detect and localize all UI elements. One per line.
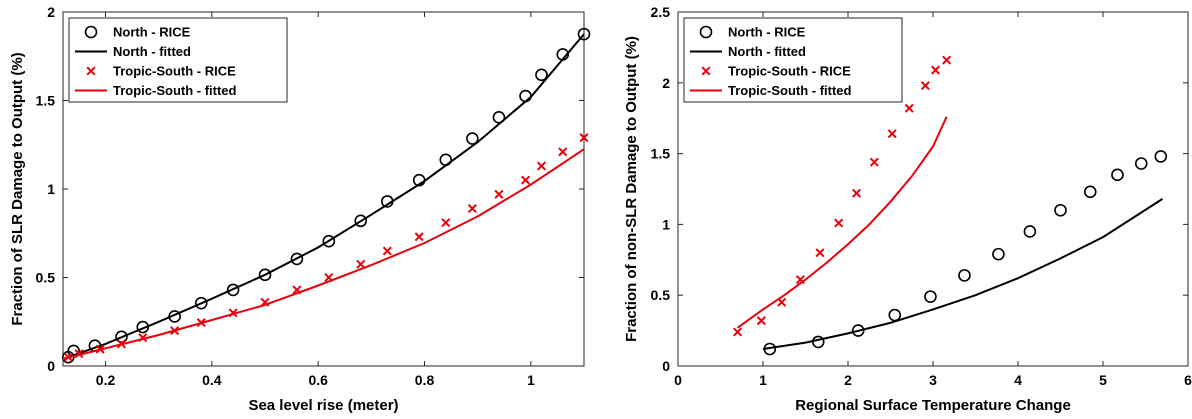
y-tick-label: 1.5 [36, 93, 56, 109]
data-point-tropic-south-rice [904, 103, 914, 113]
x-tick-label: 0.6 [308, 372, 328, 388]
y-axis-label: Fraction of SLR Damage to Output (%) [9, 52, 26, 325]
data-point-north-rice [322, 234, 336, 248]
data-point-tropic-south-rice [869, 157, 879, 167]
y-tick-label: 1 [662, 216, 670, 232]
chart-1: 0.2 0.4 0.6 0.8 1 0 0.5 1 1.5 2 Sea level rise (me… [9, 4, 591, 414]
y-tick-label: 2 [662, 75, 670, 91]
y-tick-label: 0 [662, 358, 670, 374]
data-point-north-rice [924, 290, 937, 303]
data-point-tropic-south-rice [815, 248, 825, 258]
x-tick-label: 4 [1014, 372, 1022, 388]
data-point-tropic-south-rice [441, 218, 451, 228]
y-tick-label: 2.5 [651, 4, 671, 20]
data-point-tropic-south-rice [931, 65, 941, 75]
data-point-tropic-south-rice [887, 129, 897, 139]
data-point-tropic-south-rice [732, 327, 743, 337]
x-tick-label: 0.8 [415, 372, 435, 388]
data-point-tropic-south-rice [756, 316, 766, 326]
data-point-tropic-south-rice [467, 203, 477, 213]
data-point-north-rice [1054, 203, 1067, 217]
data-point-north-rice [466, 132, 479, 145]
data-point-tropic-south-rice [494, 189, 504, 199]
data-point-north-rice [577, 27, 591, 41]
data-point-north-rice [535, 68, 548, 82]
y-tick-label: 0 [47, 358, 55, 374]
x-tick-label: 3 [929, 372, 937, 388]
legend-entry: Tropic-South - fitted [113, 83, 237, 98]
legend: North - RICE North - fitted Tropic-South -… [68, 17, 288, 103]
data-point-north-rice [851, 324, 865, 337]
data-point-tropic-south-rice [851, 188, 862, 198]
legend-entry: North - fitted [728, 44, 806, 59]
series-line-tropic-south-fitted [736, 116, 948, 329]
data-point-north-rice [1111, 168, 1124, 182]
data-point-north-rice [992, 247, 1005, 261]
legend-entry: North - fitted [113, 44, 191, 59]
x-tick-label: 1 [527, 372, 535, 388]
y-tick-label: 0.5 [651, 287, 671, 303]
legend-x-sample [701, 66, 711, 76]
data-point-north-rice [290, 252, 304, 266]
data-point-tropic-south-rice [942, 55, 952, 65]
series-line-tropic-south-fitted [62, 148, 585, 360]
data-point-tropic-south-rice [521, 175, 531, 185]
x-tick-label: 0.2 [96, 372, 116, 388]
data-point-tropic-south-rice [414, 232, 424, 242]
data-point-north-rice [1083, 185, 1097, 199]
data-point-north-rice [194, 296, 208, 310]
data-point-tropic-south-rice [536, 161, 546, 171]
data-point-tropic-south-rice [356, 259, 366, 269]
data-point-tropic-south-rice [920, 81, 930, 91]
legend-circle-sample [699, 25, 713, 39]
data-point-north-rice [258, 268, 272, 282]
legend-box [683, 17, 903, 103]
legend-entry: Tropic-South - RICE [113, 64, 236, 79]
data-point-tropic-south-rice [834, 218, 844, 228]
data-point-north-rice [226, 283, 240, 297]
legend-entry: Tropic-South - fitted [728, 83, 852, 98]
x-tick-label: 2 [844, 372, 852, 388]
y-tick-label: 1 [47, 181, 55, 197]
data-point-north-rice [958, 269, 971, 282]
x-axis-label: Regional Surface Temperature Change [795, 397, 1071, 414]
legend-entry: North - RICE [113, 25, 191, 40]
legend-box [68, 17, 288, 103]
legend-circle-sample [84, 25, 98, 39]
x-tick-label: 6 [1184, 372, 1192, 388]
chart-2: 0 1 2 3 4 5 6 0 0.5 1 1.5 2 2.5 Regional Surface Temp… [623, 4, 1192, 414]
series-line-north-fitted [762, 198, 1164, 350]
legend-entry: Tropic-South - RICE [728, 64, 851, 79]
legend-x-sample [86, 66, 96, 76]
data-point-north-rice [115, 330, 128, 344]
series-line-north-fitted [62, 33, 585, 360]
legend: North - RICE North - fitted Tropic-South -… [683, 17, 903, 103]
y-tick-label: 0.5 [36, 270, 56, 286]
data-point-north-rice [354, 214, 368, 228]
data-point-tropic-south-rice [382, 246, 392, 256]
data-point-north-rice [1134, 157, 1148, 170]
data-layer [62, 27, 591, 364]
data-point-tropic-south-rice [579, 133, 589, 143]
data-point-north-rice [1023, 225, 1037, 238]
data-point-north-rice [1154, 150, 1168, 163]
data-point-tropic-south-rice [558, 147, 568, 157]
y-tick-label: 1.5 [651, 146, 671, 162]
y-axis-label: Fraction of non-SLR Damage to Output (%) [623, 36, 640, 342]
x-tick-label: 1 [759, 372, 767, 388]
legend-entry: North - RICE [728, 25, 806, 40]
x-tick-label: 5 [1099, 372, 1107, 388]
y-tick-label: 2 [47, 4, 55, 20]
x-tick-label: 0.4 [202, 372, 222, 388]
x-axis-label: Sea level rise (meter) [248, 397, 398, 414]
data-layer [732, 55, 1168, 356]
x-tick-label: 0 [674, 372, 682, 388]
